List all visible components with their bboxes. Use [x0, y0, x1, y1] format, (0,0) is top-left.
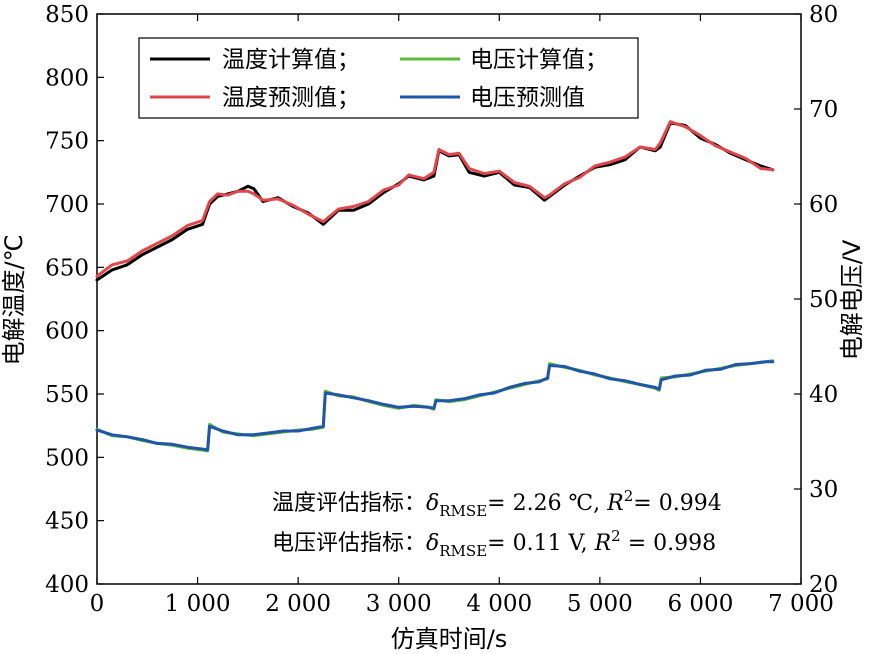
annotation-temperature-delta: δ [426, 491, 439, 516]
annotation-voltage-r-sup: 2 [611, 527, 621, 545]
series-temperature-predicted [95, 120, 775, 278]
series-temperature-calculated [95, 121, 775, 282]
legend-box [138, 37, 639, 119]
left-y-tick-label: 650 [45, 255, 89, 281]
left-y-axis-ticks: 400 450 500 550 600 650 700 750 800 850 [45, 2, 104, 598]
x-tick-label: 7 000 [768, 591, 834, 617]
x-tick-label: 1 000 [165, 591, 231, 617]
left-y-tick-label: 750 [45, 129, 89, 155]
legend-label-volt-pred: 电压预测值 [470, 85, 585, 111]
x-tick-label: 5 000 [567, 591, 633, 617]
x-tick-label: 0 [90, 591, 105, 617]
annotation-temperature-r-value: = 0.994 [633, 491, 721, 516]
left-y-tick-label: 600 [45, 319, 89, 345]
right-y-axis-ticks: 20 30 40 50 60 70 80 [794, 2, 838, 598]
legend-label-volt-calc: 电压计算值； [470, 47, 608, 73]
legend: 温度计算值； 温度预测值； 电压计算值； 电压预测值 [138, 37, 639, 119]
annotation-voltage-delta: δ [426, 531, 439, 556]
x-tick-label: 4 000 [466, 591, 532, 617]
left-y-tick-label: 400 [45, 572, 89, 598]
left-y-tick-label: 450 [45, 509, 89, 535]
annotation-voltage-metrics: 电压评估指标：δRMSE= 0.11 V, R2 = 0.998 [272, 527, 716, 560]
x-tick-label: 3 000 [366, 591, 432, 617]
right-y-tick-label: 40 [809, 382, 838, 408]
left-y-tick-label: 850 [45, 2, 89, 28]
annotation-voltage-delta-sub: RMSE [439, 542, 487, 560]
right-y-tick-label: 60 [809, 192, 838, 218]
annotation-temperature-r-sup: 2 [624, 487, 634, 505]
annotation-temperature-value: = 2.26 ℃, [487, 491, 607, 516]
annotation-voltage-r: R [594, 531, 612, 556]
series-voltage-predicted [95, 360, 775, 452]
right-y-tick-label: 80 [809, 2, 838, 28]
annotation-temperature-delta-sub: RMSE [439, 502, 487, 520]
annotation-temperature-prefix: 温度评估指标： [272, 491, 426, 516]
left-y-tick-label: 550 [45, 382, 89, 408]
legend-label-temp-calc: 温度计算值； [222, 47, 360, 73]
x-tick-label: 6 000 [667, 591, 733, 617]
right-y-tick-label: 30 [809, 477, 838, 503]
series-layer [95, 120, 775, 453]
annotation-temperature-metrics: 温度评估指标：δRMSE= 2.26 ℃, R2= 0.994 [272, 487, 722, 520]
annotation-voltage-value: = 0.11 V, [487, 531, 594, 556]
left-y-axis-title: 电解温度/℃ [0, 234, 28, 365]
right-y-tick-label: 20 [809, 572, 838, 598]
annotation-voltage-prefix: 电压评估指标： [272, 531, 426, 556]
left-y-tick-label: 500 [45, 445, 89, 471]
right-y-axis-title: 电解电压/V [838, 239, 866, 360]
x-axis-title: 仿真时间/s [391, 625, 508, 653]
x-tick-label: 2 000 [265, 591, 331, 617]
left-y-tick-label: 800 [45, 65, 89, 91]
annotation-temperature-r: R [606, 491, 624, 516]
legend-label-temp-pred: 温度预测值； [222, 85, 360, 111]
x-axis-ticks: 0 1 000 2 000 3 000 4 000 5 000 6 000 7 000 [90, 14, 834, 617]
right-y-tick-label: 50 [809, 287, 838, 313]
right-y-tick-label: 70 [809, 97, 838, 123]
left-y-tick-label: 700 [45, 192, 89, 218]
annotation-voltage-r-value: = 0.998 [621, 531, 716, 556]
